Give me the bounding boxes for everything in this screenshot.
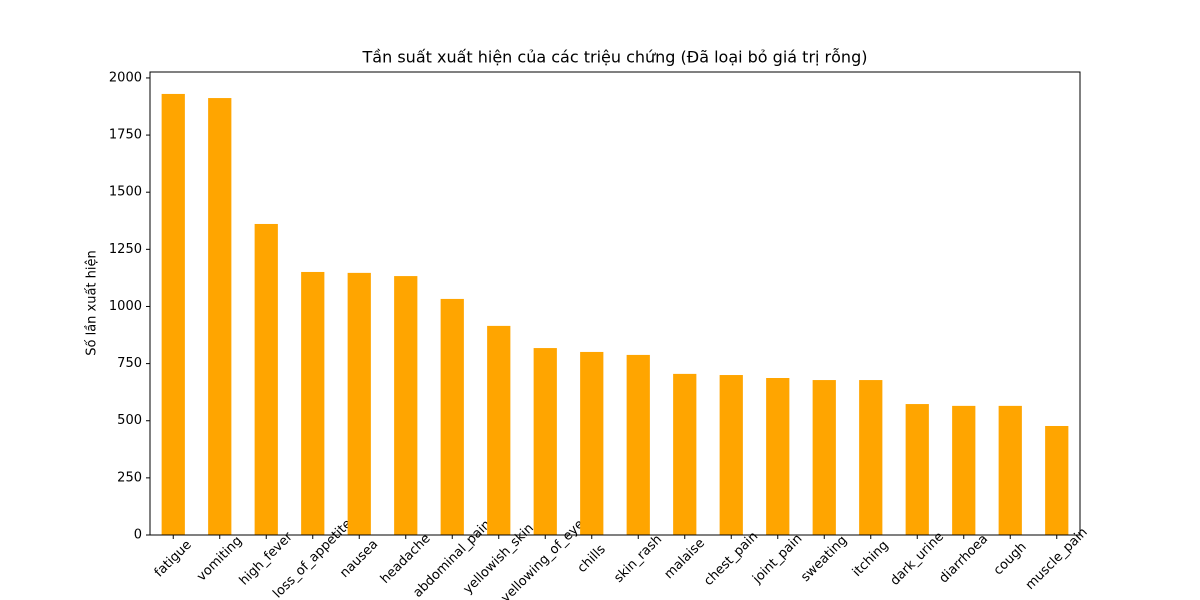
bar <box>394 276 418 535</box>
bar <box>766 378 790 535</box>
y-tick-label: 750 <box>117 356 142 371</box>
y-tick-label: 500 <box>117 413 142 428</box>
x-tick-label: chills <box>575 542 609 576</box>
x-tick-label: sweating <box>798 533 850 585</box>
y-tick-label: 2000 <box>109 70 142 85</box>
bar <box>1045 425 1069 535</box>
bar <box>487 325 511 535</box>
bar <box>905 404 929 535</box>
y-axis-label: Số lần xuất hiện <box>85 250 100 356</box>
x-tick-label: malaise <box>662 536 708 582</box>
y-tick-label: 1250 <box>109 242 142 257</box>
y-tick-label: 250 <box>117 470 142 485</box>
x-tick-label: itching <box>850 538 892 580</box>
bar <box>533 348 557 535</box>
x-tick-label: nausea <box>337 537 381 581</box>
bar <box>998 405 1022 535</box>
bar <box>254 223 278 535</box>
y-tick-label: 1500 <box>109 185 142 200</box>
bar <box>208 98 232 536</box>
bar <box>812 380 836 535</box>
bar <box>580 351 604 535</box>
x-tick-label: cough <box>991 540 1030 579</box>
bar <box>673 373 697 535</box>
bar <box>347 272 371 535</box>
bar <box>301 271 325 535</box>
y-tick-label: 1750 <box>109 128 142 143</box>
x-tick-label: fatigue <box>152 538 195 581</box>
bar <box>719 375 743 535</box>
y-tick-label: 1000 <box>109 299 142 314</box>
plot-frame <box>149 71 1081 536</box>
y-tick-label: 0 <box>134 528 142 543</box>
bar <box>440 298 464 535</box>
bar <box>952 405 976 535</box>
bar <box>626 354 650 535</box>
chart-title: Tần suất xuất hiện của các triệu chứng (… <box>362 48 868 67</box>
bar <box>859 380 883 535</box>
x-tick-label: skin_rash <box>611 532 665 586</box>
bar <box>161 93 185 536</box>
